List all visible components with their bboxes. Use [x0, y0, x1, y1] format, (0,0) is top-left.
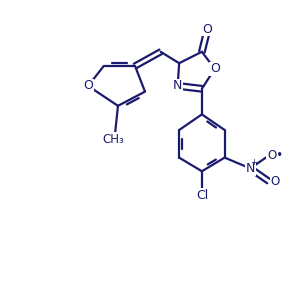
- Text: O: O: [210, 62, 220, 75]
- Text: N: N: [173, 79, 182, 92]
- Text: O: O: [203, 23, 213, 36]
- Text: N: N: [246, 162, 255, 175]
- Text: +: +: [250, 158, 257, 167]
- Text: Cl: Cl: [196, 189, 208, 202]
- Text: CH₃: CH₃: [103, 133, 125, 146]
- Text: O: O: [270, 175, 280, 188]
- Text: O•: O•: [267, 149, 283, 162]
- Text: O: O: [83, 79, 93, 92]
